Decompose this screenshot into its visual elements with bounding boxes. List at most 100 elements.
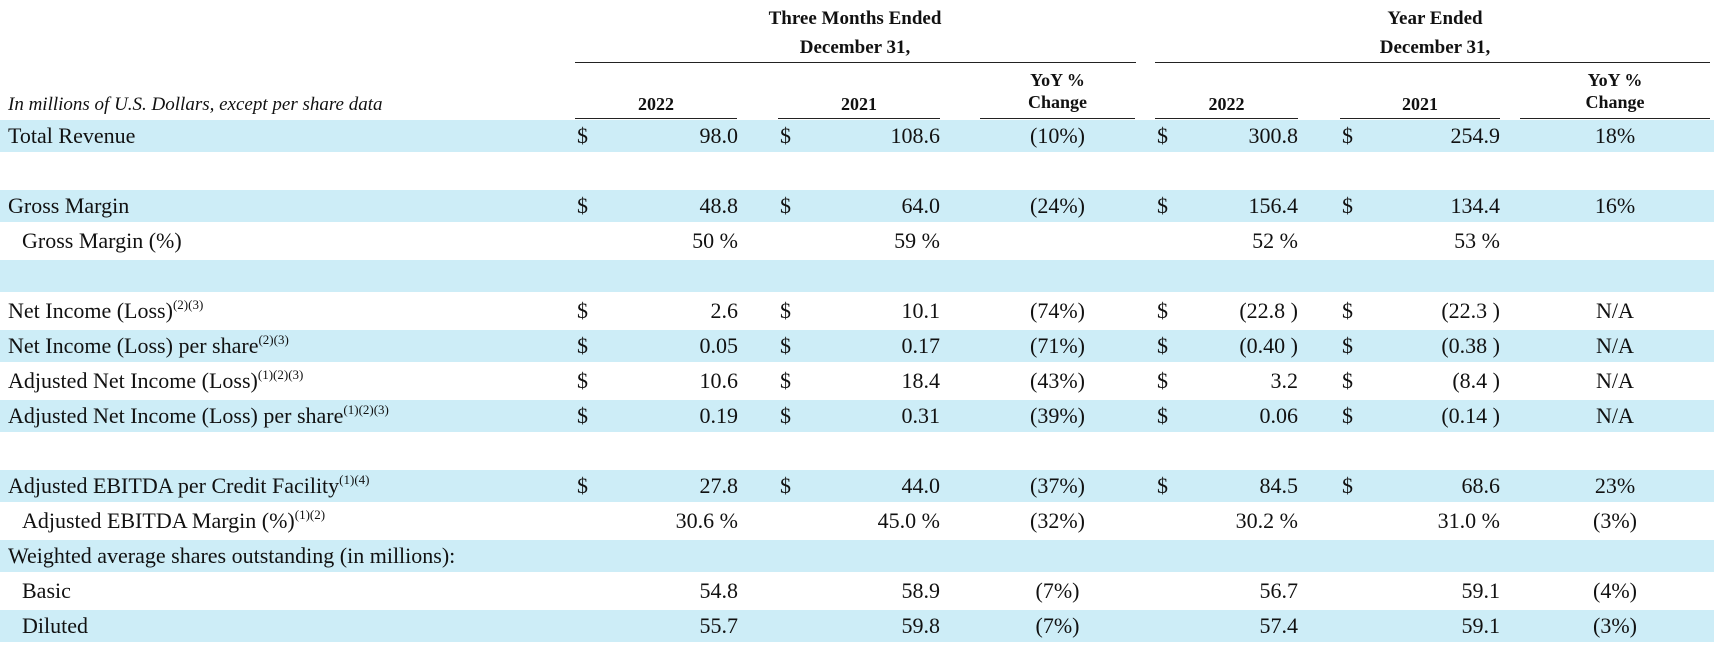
col-header-y-yoy-line1: YoY % (1587, 70, 1643, 90)
change-cell-ychg: (3%) (1593, 613, 1637, 638)
change-cell-qchg: (10%) (1030, 123, 1085, 148)
value-cell-q2021: 18.4 (901, 368, 941, 393)
table-row: Net Income (Loss) per share(2)(3) $ $ $ $0.0… (0, 330, 1714, 362)
currency-symbol: $ (1342, 298, 1353, 323)
value-cell-y2022: 57.4 (1259, 613, 1299, 638)
currency-symbol: $ (780, 473, 791, 498)
value-cell-q2021: 45.0 % (877, 508, 940, 533)
row-label-text: Gross Margin (8, 193, 130, 218)
row-label-text: Adjusted EBITDA per Credit Facility (8, 473, 340, 498)
currency-symbol: $ (1157, 473, 1168, 498)
change-cell-qchg: (71%) (1030, 333, 1085, 358)
value-cell-q2021: 58.9 (901, 578, 941, 603)
row-label-text: Diluted (22, 613, 88, 638)
table-row: Gross Margin (%) 50 % 59 % 52 % 53 % (0, 225, 1714, 257)
currency-symbol: $ (1342, 403, 1353, 428)
row-label: Basic (22, 575, 71, 607)
currency-symbol: $ (577, 333, 588, 358)
currency-symbol: $ (1342, 123, 1353, 148)
row-label: Net Income (Loss) per share(2)(3) (8, 330, 289, 362)
value-cell-y2022: 52 % (1252, 228, 1298, 253)
currency-symbol: $ (780, 193, 791, 218)
value-cell-y2022: 156.4 (1248, 193, 1299, 218)
change-cell-qchg: (7%) (1035, 613, 1080, 638)
value-cell-y2022: 84.5 (1259, 473, 1299, 498)
row-label: Adjusted Net Income (Loss) per share(1)(… (8, 400, 389, 432)
change-cell-ychg: N/A (1596, 298, 1634, 323)
value-cell-y2022: (22.8 ) (1239, 298, 1298, 323)
currency-symbol: $ (1157, 193, 1168, 218)
value-cell-y2022: 30.2 % (1235, 508, 1298, 533)
currency-symbol: $ (780, 298, 791, 323)
change-cell-ychg: 18% (1594, 123, 1636, 148)
change-cell-ychg: (3%) (1593, 508, 1637, 533)
change-cell-qchg: (24%) (1030, 193, 1085, 218)
table-row: Weighted average shares outstanding (in … (0, 540, 1714, 572)
group-header-three-months-line2: December 31, (799, 37, 911, 58)
table-row: Gross Margin $ $ $ $48.8 64.0 156.4 134.4 (24%) 1… (0, 190, 1714, 222)
row-label-text: Basic (22, 578, 71, 603)
currency-symbol: $ (780, 403, 791, 428)
table-row (0, 260, 1714, 292)
value-cell-q2022: 10.6 (699, 368, 739, 393)
value-cell-q2022: 30.6 % (675, 508, 738, 533)
group-rule-year (1155, 62, 1710, 63)
currency-symbol: $ (577, 403, 588, 428)
row-label: Net Income (Loss)(2)(3) (8, 295, 203, 327)
value-cell-q2021: 64.0 (901, 193, 941, 218)
currency-symbol: $ (577, 193, 588, 218)
col-header-y-2021: 2021 (1402, 94, 1438, 114)
col-header-y-2022: 2022 (1208, 94, 1245, 114)
footnote-ref: (1)(2)(3) (343, 402, 389, 417)
footnote-ref: (1)(2) (294, 507, 326, 522)
currency-symbol: $ (1342, 368, 1353, 393)
value-cell-y2021: 134.4 (1450, 193, 1501, 218)
group-header-year-line1: Year Ended (1387, 8, 1483, 29)
group-header-three-months-line1: Three Months Ended (768, 8, 942, 29)
col-rule-q-yoy (980, 118, 1135, 119)
value-cell-q2022: 54.8 (699, 578, 739, 603)
table-row: Diluted 55.7 59.8 57.4 59.1 (7%) (3%) (0, 610, 1714, 642)
value-cell-q2021: 10.1 (901, 298, 941, 323)
value-cell-q2021: 44.0 (901, 473, 941, 498)
col-rule-q-2022 (575, 118, 737, 119)
row-label: Total Revenue (8, 120, 135, 152)
table-row: Adjusted Net Income (Loss) per share(1)(… (0, 400, 1714, 432)
value-cell-y2022: 300.8 (1248, 123, 1299, 148)
currency-symbol: $ (1157, 368, 1168, 393)
value-cell-q2022: 0.19 (699, 403, 739, 428)
currency-symbol: $ (1157, 123, 1168, 148)
currency-symbol: $ (577, 473, 588, 498)
footnote-ref: (1)(2)(3) (257, 367, 304, 382)
value-cell-q2022: 2.6 (710, 298, 739, 323)
row-label: Adjusted EBITDA Margin (%)(1)(2) (22, 505, 325, 537)
value-cell-y2021: 53 % (1454, 228, 1500, 253)
row-label-text: Adjusted Net Income (Loss) (8, 368, 258, 393)
value-cell-q2021: 0.17 (901, 333, 941, 358)
change-cell-qchg: (74%) (1030, 298, 1085, 323)
currency-symbol: $ (1342, 333, 1353, 358)
col-header-y-yoy: YoY % Change (1520, 69, 1710, 113)
currency-symbol: $ (1157, 403, 1168, 428)
table-row: Total Revenue $ $ $ $98.0 108.6 300.8 254.9 (10%… (0, 120, 1714, 152)
footnote-ref: (2)(3) (172, 297, 204, 312)
currency-symbol: $ (1157, 333, 1168, 358)
currency-symbol: $ (1157, 298, 1168, 323)
value-cell-y2021: 31.0 % (1437, 508, 1500, 533)
col-rule-y-2021 (1340, 118, 1500, 119)
change-cell-ychg: N/A (1596, 333, 1634, 358)
footnote-ref: (2)(3) (258, 332, 289, 347)
currency-symbol: $ (577, 298, 588, 323)
value-cell-y2021: 68.6 (1461, 473, 1501, 498)
table-row: Basic 54.8 58.9 56.7 59.1 (7%) (4%) (0, 575, 1714, 607)
change-cell-qchg: (43%) (1030, 368, 1085, 393)
change-cell-qchg: (7%) (1035, 578, 1080, 603)
value-cell-q2022: 50 % (692, 228, 738, 253)
value-cell-y2022: (0.40 ) (1239, 333, 1298, 358)
value-cell-y2021: (8.4 ) (1452, 368, 1500, 393)
row-label: Weighted average shares outstanding (in … (8, 540, 455, 572)
col-header-q-yoy-line1: YoY % (1030, 70, 1085, 90)
row-label: Diluted (22, 610, 88, 642)
currency-symbol: $ (577, 368, 588, 393)
value-cell-q2021: 59 % (894, 228, 940, 253)
